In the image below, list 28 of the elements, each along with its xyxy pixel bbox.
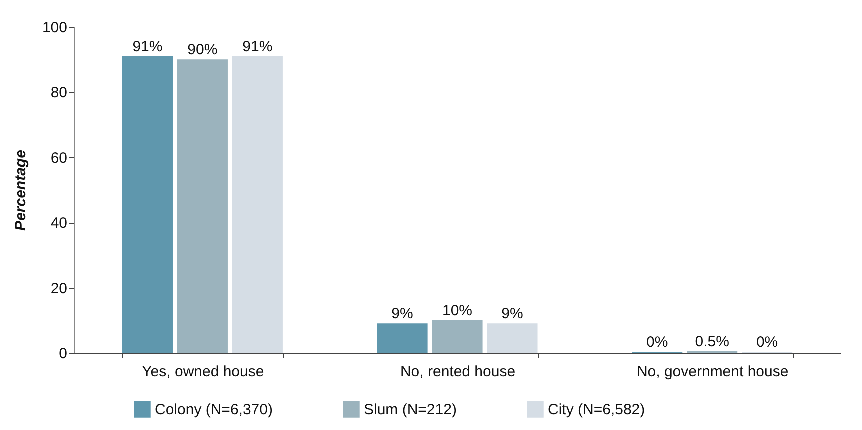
x-tick-label: Yes, owned house (142, 364, 264, 380)
data-label: 10% (442, 302, 473, 320)
bar (377, 324, 428, 353)
data-label: 0.5% (695, 333, 730, 350)
y-tick-label: 80 (50, 84, 68, 102)
data-label: 0% (646, 334, 668, 352)
bar (487, 324, 538, 353)
data-label: 0% (756, 334, 778, 352)
y-tick-label: 60 (50, 150, 68, 167)
y-tick-label: 100 (42, 20, 68, 36)
data-label: 91% (242, 38, 273, 56)
data-label: 90% (188, 42, 218, 59)
y-tick-label: 40 (50, 215, 68, 232)
y-tick-label: 20 (50, 280, 68, 298)
bar (122, 56, 173, 353)
x-tick-label: No, rented house (400, 364, 516, 380)
bar (432, 320, 483, 353)
y-tick-label: 0 (59, 346, 68, 362)
legend-label: Colony (N=6,370) (155, 402, 273, 419)
y-axis-title: Percentage (12, 150, 30, 231)
bar (177, 60, 228, 353)
data-label: 91% (132, 38, 163, 56)
data-label: 9% (502, 306, 524, 323)
legend-label: Slum (N=212) (364, 402, 457, 419)
data-label: 9% (392, 306, 414, 323)
legend-label: City (N=6,582) (548, 402, 646, 419)
x-tick-label: No, government house (636, 364, 789, 380)
bar (232, 56, 283, 353)
